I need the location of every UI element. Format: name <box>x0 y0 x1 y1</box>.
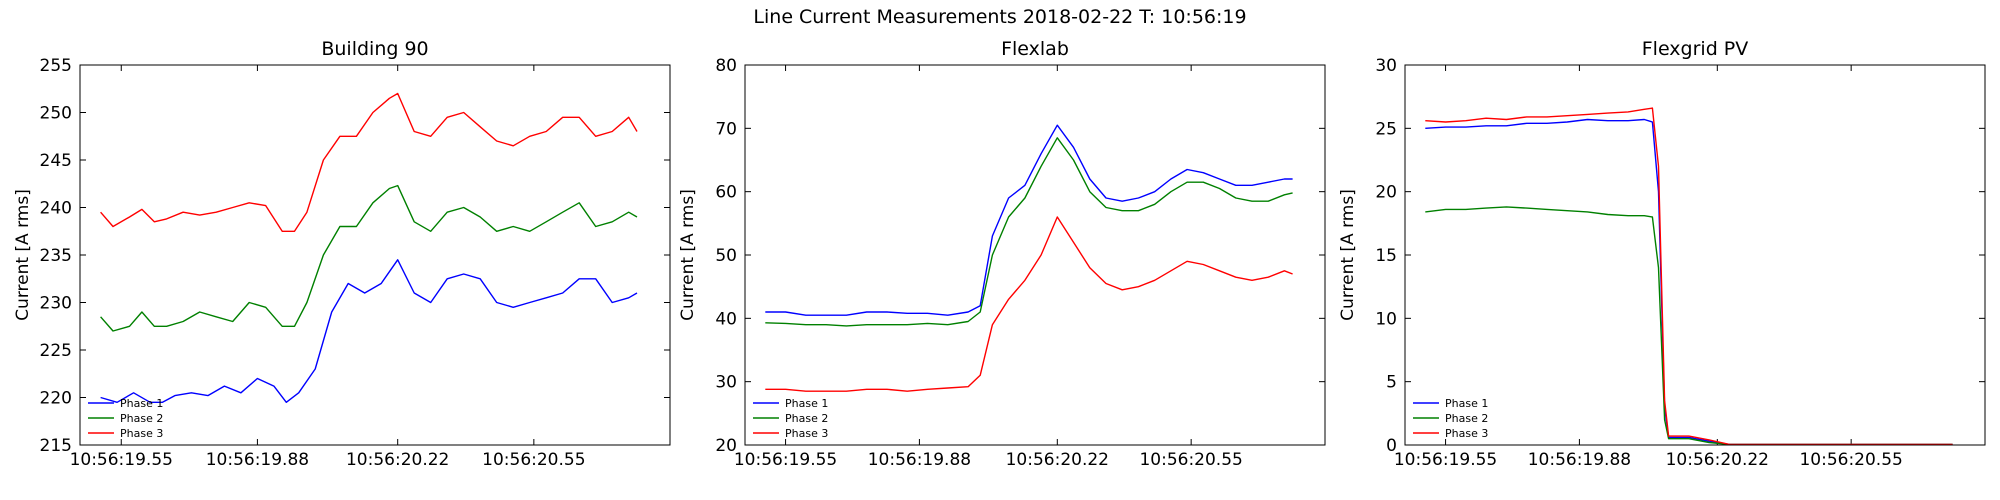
y-tick-label: 215 <box>40 436 72 456</box>
x-tick-label: 10:56:19.88 <box>206 450 309 470</box>
legend-label-phase-3: Phase 3 <box>120 427 163 440</box>
axes-frame <box>744 64 1326 446</box>
y-tick-label: 20 <box>715 436 737 456</box>
legend-label-phase-3: Phase 3 <box>1445 427 1488 440</box>
series-line-phase-2 <box>765 137 1293 327</box>
x-tick-label: 10:56:20.55 <box>1139 450 1242 470</box>
y-tick-label: 15 <box>1375 246 1397 266</box>
series-line-phase-3 <box>100 92 638 233</box>
y-tick-label: 10 <box>1375 309 1397 329</box>
y-axis-label: Current [A rms] <box>678 189 698 321</box>
x-tick-label: 10:56:20.55 <box>1799 450 1902 470</box>
legend-label-phase-2: Phase 2 <box>785 412 828 425</box>
y-tick-label: 50 <box>715 246 737 266</box>
chart-panel-3: Flexgrid PV Current [A rms] 0 5 10 15 20 25 30 10… <box>1338 38 1986 470</box>
y-tick-label: 240 <box>40 199 72 219</box>
y-axis-label: Current [A rms] <box>1338 189 1358 321</box>
y-tick-label: 0 <box>1386 436 1397 456</box>
x-tick-label: 10:56:20.55 <box>482 450 585 470</box>
panel-title: Building 90 <box>321 38 428 60</box>
chart-panel-1: Building 90 Current [A rms] 215 220 225 230 23… <box>13 38 671 470</box>
panel-title: Flexlab <box>1001 38 1069 60</box>
y-tick-label: 255 <box>40 56 72 76</box>
series-line-phase-1 <box>765 124 1293 316</box>
legend-label-phase-2: Phase 2 <box>1445 412 1488 425</box>
x-tick-label: 10:56:20.22 <box>346 450 449 470</box>
legend-label-phase-1: Phase 1 <box>120 397 163 410</box>
series-line-phase-2 <box>1425 206 1953 446</box>
y-tick-label: 30 <box>1375 56 1397 76</box>
x-tick-label: 10:56:19.55 <box>1394 450 1497 470</box>
y-tick-label: 30 <box>715 373 737 393</box>
legend-label-phase-3: Phase 3 <box>785 427 828 440</box>
y-tick-label: 250 <box>40 104 72 124</box>
y-tick-label: 25 <box>1375 119 1397 139</box>
y-tick-label: 230 <box>40 294 72 314</box>
figure-title: Line Current Measurements 2018-02-22 T: … <box>753 6 1247 28</box>
series-line-phase-1 <box>100 259 638 403</box>
axes-frame <box>79 64 671 446</box>
legend-label-phase-1: Phase 1 <box>785 397 828 410</box>
panel-title: Flexgrid PV <box>1642 38 1749 60</box>
series-line-phase-1 <box>1425 118 1953 446</box>
y-tick-label: 20 <box>1375 183 1397 203</box>
legend-label-phase-1: Phase 1 <box>1445 397 1488 410</box>
y-tick-label: 220 <box>40 389 72 409</box>
chart-panel-2: Flexlab Current [A rms] 20 30 40 50 60 70 80 10:5… <box>678 38 1326 470</box>
series-line-phase-2 <box>100 184 638 332</box>
x-tick-label: 10:56:20.22 <box>1666 450 1769 470</box>
y-axis-label: Current [A rms] <box>13 189 33 321</box>
x-tick-label: 10:56:19.55 <box>734 450 837 470</box>
y-tick-label: 60 <box>715 183 737 203</box>
x-tick-label: 10:56:19.88 <box>1528 450 1631 470</box>
y-tick-label: 5 <box>1386 373 1397 393</box>
series-line-phase-3 <box>765 216 1293 392</box>
series-line-phase-3 <box>1425 107 1953 446</box>
legend-label-phase-2: Phase 2 <box>120 412 163 425</box>
y-tick-label: 40 <box>715 309 737 329</box>
y-tick-label: 70 <box>715 119 737 139</box>
y-tick-label: 245 <box>40 151 72 171</box>
y-tick-label: 235 <box>40 246 72 266</box>
x-tick-label: 10:56:19.55 <box>70 450 173 470</box>
axes-frame <box>1404 64 1986 446</box>
x-tick-label: 10:56:19.88 <box>868 450 971 470</box>
x-tick-label: 10:56:20.22 <box>1006 450 1109 470</box>
y-tick-label: 225 <box>40 341 72 361</box>
y-tick-label: 80 <box>715 56 737 76</box>
